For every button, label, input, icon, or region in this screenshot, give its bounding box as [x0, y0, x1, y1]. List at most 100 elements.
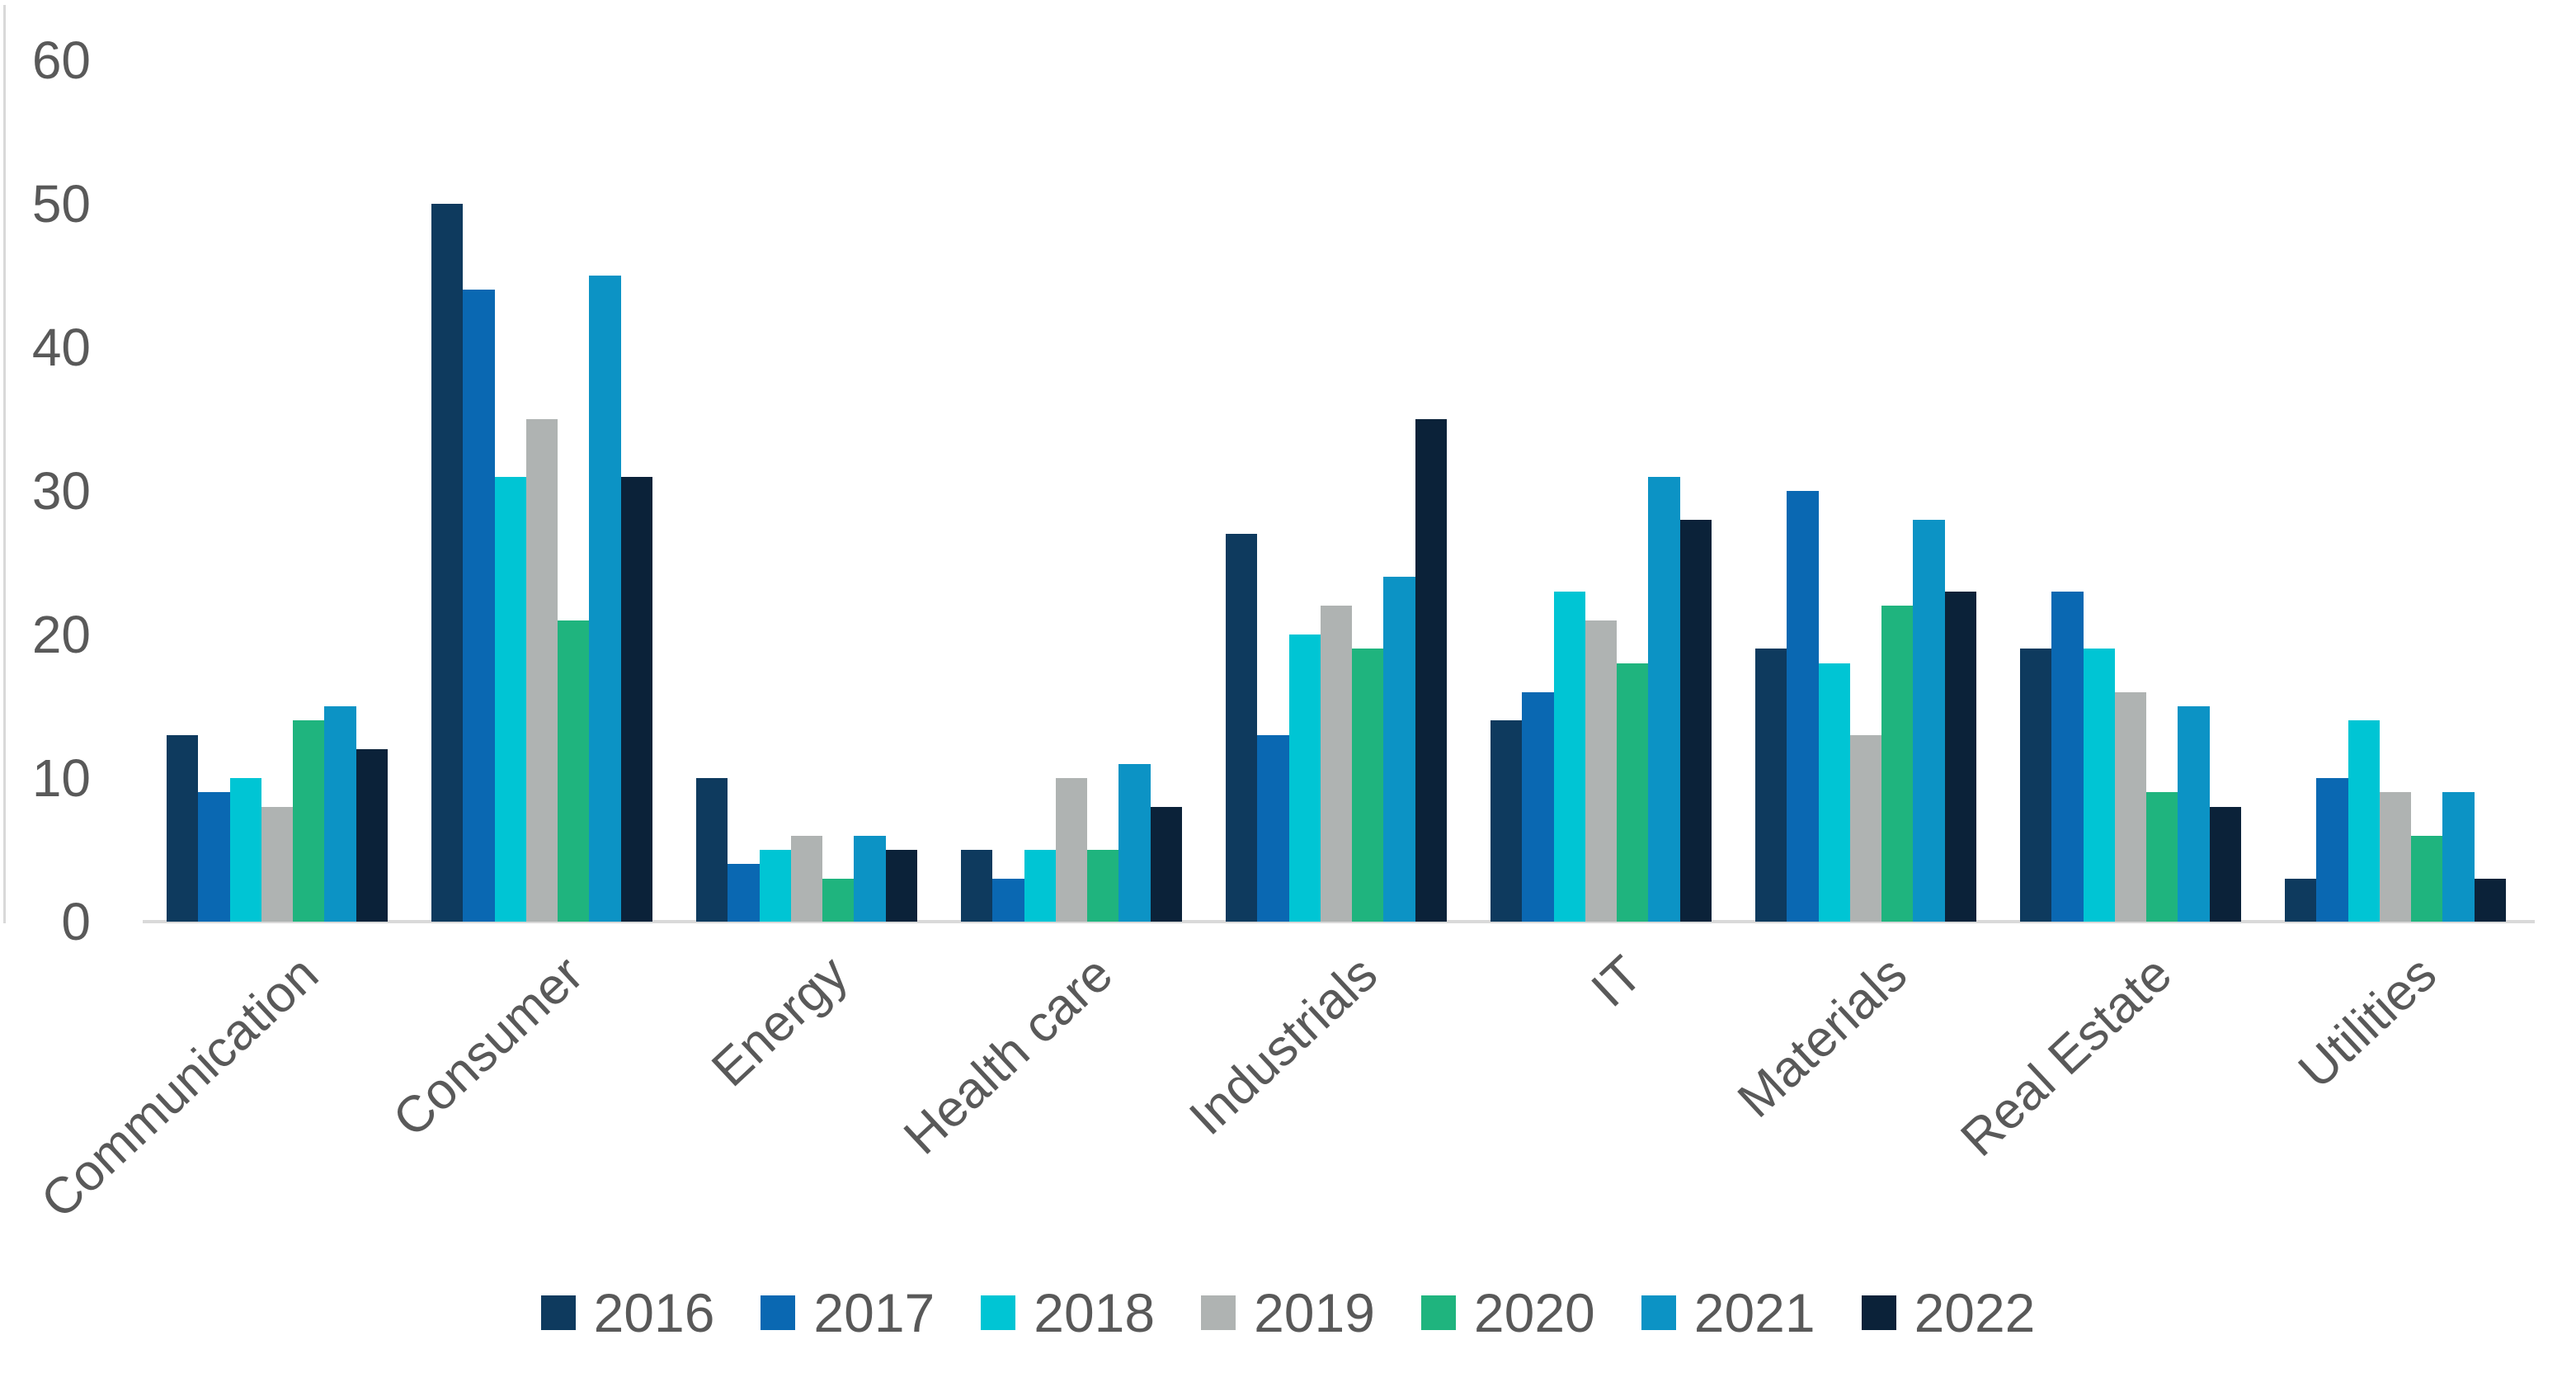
- bar-2020-utilities: [2411, 836, 2443, 922]
- bar-2021-energy: [854, 836, 886, 922]
- legend-label: 2020: [1473, 1282, 1595, 1343]
- y-axis-tick-label: 30: [31, 461, 91, 521]
- bar-2019-energy: [790, 836, 823, 922]
- bar-2021-health-care: [1118, 764, 1151, 922]
- bar-2016-materials: [1755, 649, 1787, 922]
- bar-2016-industrials: [1226, 534, 1258, 922]
- bar-2017-energy: [728, 864, 760, 922]
- bar-group-it: [1491, 0, 1712, 922]
- bar-2021-materials: [1913, 520, 1945, 922]
- bar-2020-it: [1617, 663, 1649, 922]
- bar-group-energy: [696, 0, 917, 922]
- bar-2022-materials: [1944, 592, 1976, 922]
- bar-2022-health-care: [1150, 807, 1182, 922]
- bar-2017-materials: [1787, 491, 1819, 922]
- bar-2018-materials: [1818, 663, 1850, 922]
- bar-2016-real-estate: [2020, 649, 2052, 922]
- legend-item-2019: 2019: [1201, 1284, 1375, 1342]
- legend-swatch-2021: [1641, 1295, 1676, 1330]
- bar-2022-real-estate: [2209, 807, 2241, 922]
- bar-2020-consumer: [558, 620, 590, 922]
- legend-label: 2021: [1693, 1282, 1815, 1343]
- bar-2017-consumer: [463, 290, 495, 922]
- bar-2018-utilities: [2348, 720, 2380, 922]
- bar-2022-communication: [356, 749, 388, 922]
- legend-item-2016: 2016: [540, 1282, 715, 1343]
- legend-swatch-2020: [1420, 1295, 1456, 1330]
- bar-2018-real-estate: [2083, 649, 2115, 922]
- bar-2017-real-estate: [2051, 592, 2084, 922]
- bar-2018-health-care: [1024, 850, 1056, 922]
- legend: 2016 2017 2018 2019 2020 2021 2022: [0, 1284, 2576, 1342]
- bar-2021-it: [1648, 477, 1680, 922]
- bar-2022-industrials: [1415, 419, 1447, 922]
- bar-group-materials: [1755, 0, 1976, 922]
- bar-2016-it: [1491, 720, 1523, 922]
- bar-2017-utilities: [2316, 778, 2348, 922]
- legend-item-2022: 2022: [1861, 1282, 2036, 1343]
- legend-swatch-2018: [981, 1295, 1016, 1330]
- bar-2021-utilities: [2442, 792, 2475, 922]
- bar-2020-energy: [822, 879, 855, 922]
- bar-2018-it: [1553, 592, 1585, 922]
- bar-2021-real-estate: [2178, 706, 2210, 922]
- bar-2017-industrials: [1257, 735, 1289, 922]
- y-axis-tick-label: 10: [31, 748, 91, 808]
- bar-2020-real-estate: [2146, 792, 2178, 922]
- bar-2016-consumer: [431, 204, 464, 922]
- bar-group-industrials: [1226, 0, 1447, 922]
- bar-2018-consumer: [494, 477, 526, 922]
- legend-label: 2019: [1254, 1282, 1375, 1343]
- legend-item-2017: 2017: [761, 1284, 935, 1342]
- bar-2019-utilities: [2379, 792, 2412, 922]
- bar-2016-health-care: [961, 850, 993, 922]
- bar-2019-communication: [261, 807, 294, 922]
- bar-2020-health-care: [1087, 850, 1119, 922]
- bar-group-consumer: [431, 0, 652, 922]
- bar-group-real-estate: [2020, 0, 2241, 922]
- bar-2022-it: [1679, 520, 1712, 922]
- bar-2022-consumer: [620, 477, 652, 922]
- bar-2020-materials: [1881, 606, 1914, 922]
- legend-label: 2016: [593, 1282, 715, 1343]
- bar-2017-health-care: [992, 879, 1024, 922]
- bar-2020-communication: [293, 720, 325, 922]
- bar-2021-industrials: [1383, 577, 1415, 922]
- legend-swatch-2016: [540, 1295, 576, 1330]
- bar-2017-communication: [198, 792, 230, 922]
- bar-2018-energy: [759, 850, 791, 922]
- y-axis-line: [3, 5, 6, 923]
- bar-group-health-care: [961, 0, 1182, 922]
- bar-2016-energy: [696, 778, 728, 922]
- bar-2021-consumer: [589, 276, 621, 922]
- bar-2019-health-care: [1055, 778, 1088, 922]
- legend-item-2021: 2021: [1641, 1284, 1815, 1342]
- bar-2022-utilities: [2474, 879, 2506, 922]
- bar-2019-real-estate: [2114, 692, 2147, 922]
- y-axis-tick-label: 0: [61, 892, 91, 951]
- y-axis-tick-label: 60: [31, 31, 91, 90]
- bar-2016-utilities: [2285, 879, 2317, 922]
- legend-item-2018: 2018: [981, 1284, 1155, 1342]
- legend-label: 2018: [1034, 1282, 1156, 1343]
- y-axis-tick-label: 20: [31, 605, 91, 664]
- legend-swatch-2017: [761, 1295, 796, 1330]
- x-axis-line: [143, 920, 2535, 923]
- legend-swatch-2022: [1861, 1295, 1896, 1330]
- bar-2019-it: [1585, 620, 1618, 922]
- y-axis-tick-label: 40: [31, 318, 91, 377]
- bar-2019-materials: [1849, 735, 1882, 922]
- y-axis-tick-label: 50: [31, 174, 91, 234]
- bar-2018-communication: [229, 778, 261, 922]
- bar-2022-energy: [885, 850, 917, 922]
- legend-label: 2022: [1914, 1282, 2036, 1343]
- bar-2018-industrials: [1288, 635, 1321, 922]
- bar-group-communication: [167, 0, 388, 922]
- bar-group-utilities: [2285, 0, 2506, 922]
- legend-label: 2017: [813, 1282, 935, 1343]
- bar-2017-it: [1522, 692, 1554, 922]
- bar-2021-communication: [324, 706, 356, 922]
- bar-2020-industrials: [1352, 649, 1384, 922]
